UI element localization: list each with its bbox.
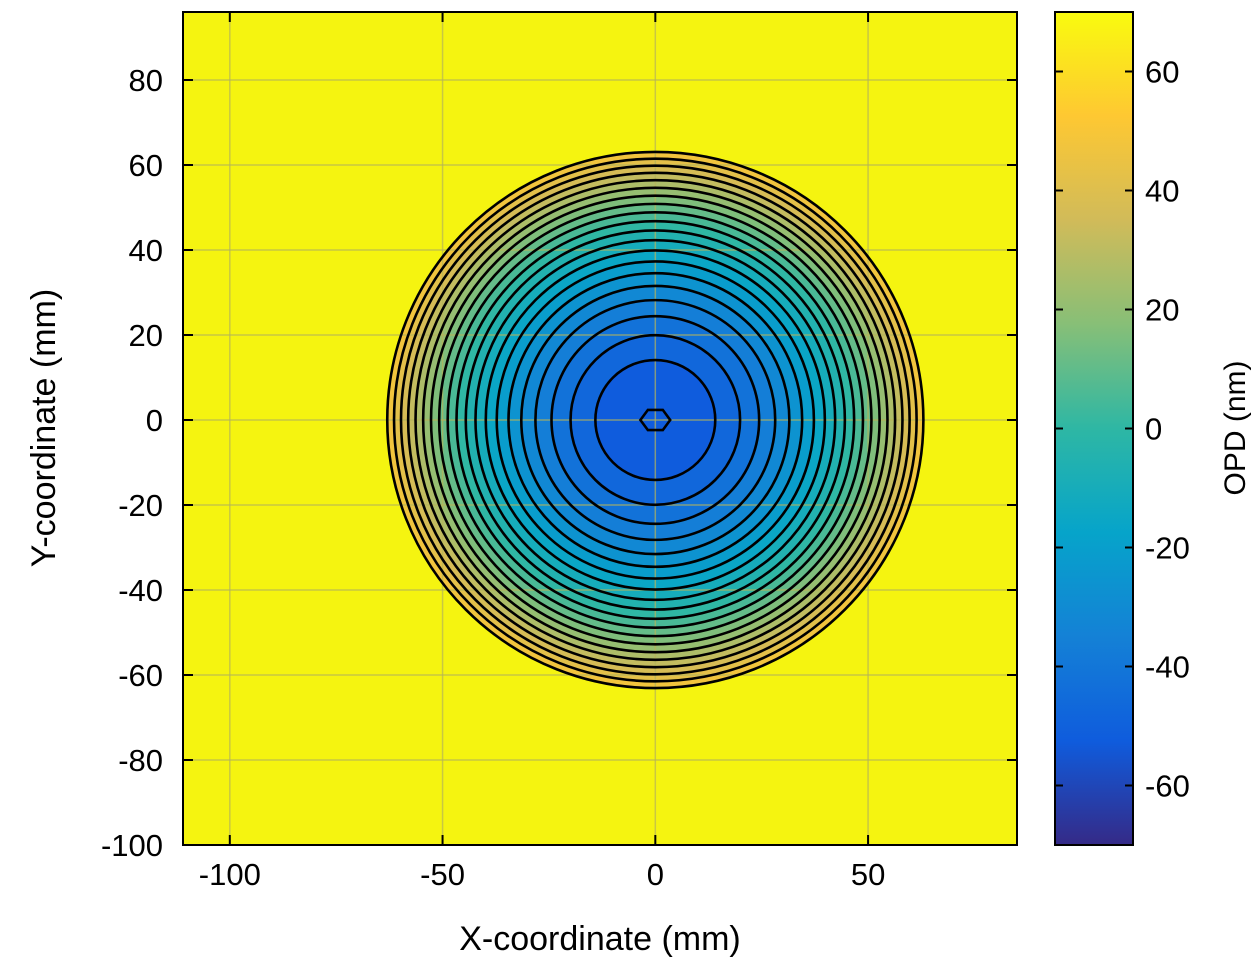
contour-line xyxy=(507,271,804,569)
contour-line xyxy=(406,171,904,669)
colorbar-title: OPD (nm) xyxy=(1219,361,1252,496)
contour-line xyxy=(474,238,837,602)
colorbar-tick-label: 40 xyxy=(1145,174,1179,209)
plot-frame xyxy=(182,11,1018,846)
y-tick-label: 20 xyxy=(129,318,163,353)
y-tick-label: -60 xyxy=(118,658,163,693)
contour-line xyxy=(446,211,865,629)
contour-line xyxy=(385,150,925,690)
y-tick-label: 60 xyxy=(129,148,163,183)
colorbar-gradient xyxy=(1055,12,1133,845)
y-tick-label: 0 xyxy=(146,403,163,438)
y-tick-label: -20 xyxy=(118,488,163,523)
contour-line xyxy=(429,194,881,646)
colorbar-tick-label: 0 xyxy=(1145,412,1162,447)
contour-line xyxy=(495,260,816,580)
x-tick-label: 0 xyxy=(647,857,664,892)
contour-line xyxy=(550,314,761,526)
contour-line xyxy=(594,358,717,482)
y-axis-ticks: -100 -80 -60 -40 -20 0 20 40 60 80 xyxy=(101,63,1017,863)
plot-area: -100 -50 0 50 -100 -80 -60 -40 -20 0 20 40 60 80 xyxy=(101,11,1018,892)
y-tick-label: -40 xyxy=(118,573,163,608)
x-tick-label: 50 xyxy=(851,857,885,892)
contour-line xyxy=(484,249,827,591)
contour-line xyxy=(399,164,911,676)
contour-line xyxy=(437,202,873,638)
contour-line-center xyxy=(638,408,672,432)
contour-line xyxy=(519,284,791,556)
contour-line xyxy=(455,219,856,621)
colorbar-tick-label: -60 xyxy=(1145,769,1190,804)
colorbar-tick-label: 20 xyxy=(1145,293,1179,328)
contour-line xyxy=(421,186,889,654)
contour-line xyxy=(569,333,742,507)
colorbar-tick-label: 60 xyxy=(1145,55,1179,90)
x-tick-label: -100 xyxy=(199,857,261,892)
x-axis-ticks: -100 -50 0 50 xyxy=(199,12,885,892)
y-axis-title: Y-coordinate (mm) xyxy=(25,289,63,567)
y-tick-label: -100 xyxy=(101,828,163,863)
contour-line xyxy=(392,157,918,683)
colorbar-ticks: -60 -40 -20 0 20 40 60 xyxy=(1055,55,1190,804)
colorbar-tick-label: -40 xyxy=(1145,650,1190,685)
colorbar: -60 -40 -20 0 20 40 60 OPD (nm) xyxy=(1054,11,1252,846)
colorbar-tick-label: -20 xyxy=(1145,531,1190,566)
y-tick-label: -80 xyxy=(118,743,163,778)
contour-line xyxy=(534,298,777,542)
x-tick-label: -50 xyxy=(420,857,465,892)
contour-lines xyxy=(385,150,925,690)
y-tick-label: 80 xyxy=(129,63,163,98)
contour-line xyxy=(464,229,847,611)
x-axis-title: X-coordinate (mm) xyxy=(459,920,741,958)
y-tick-label: 40 xyxy=(129,233,163,268)
contour-line xyxy=(414,178,897,662)
